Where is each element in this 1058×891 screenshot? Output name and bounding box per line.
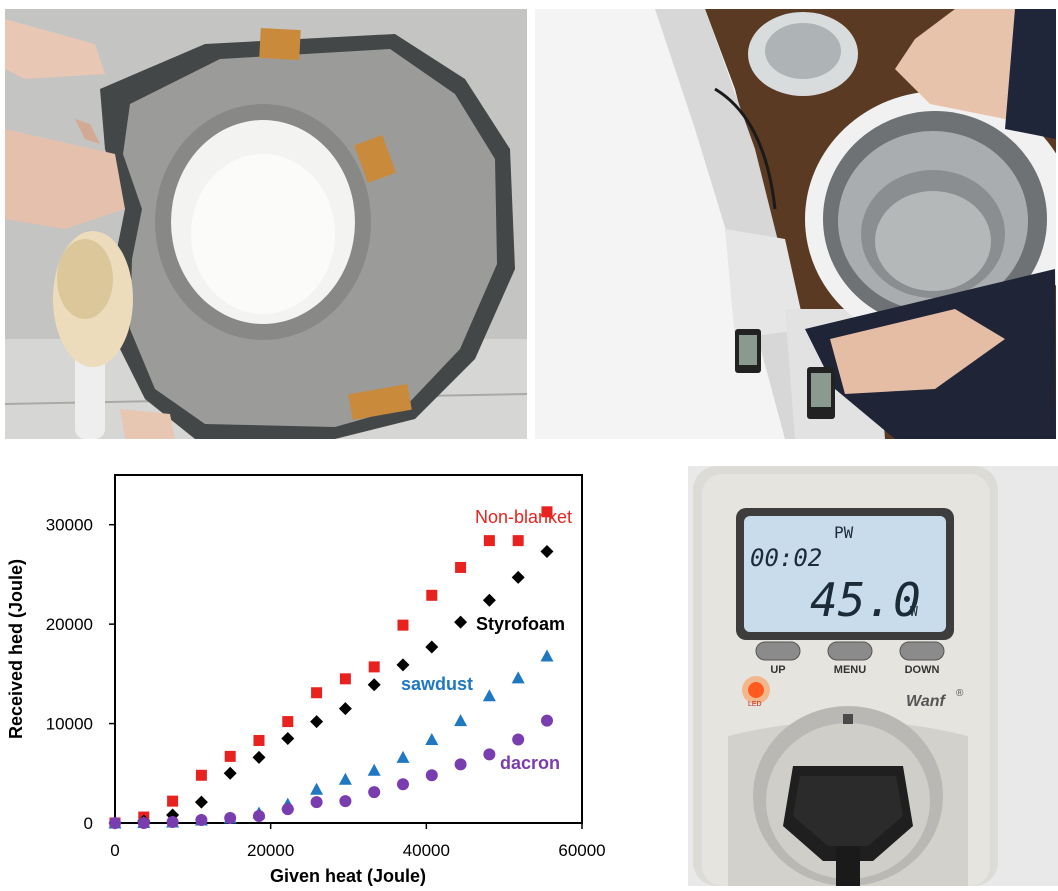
point-non-blanket xyxy=(368,661,380,673)
point-styrofoam xyxy=(194,795,208,809)
point-dacron xyxy=(368,786,381,799)
x-tick-label: 40000 xyxy=(403,841,450,860)
point-dacron xyxy=(454,758,467,771)
styrofoam-box-illustration xyxy=(535,9,1056,439)
y-axis-label: Received hed (Joule) xyxy=(6,559,26,739)
up-button-label: UP xyxy=(770,664,785,676)
point-non-blanket xyxy=(397,619,409,631)
series-label-sawdust: sawdust xyxy=(401,674,473,694)
x-tick-label: 60000 xyxy=(558,841,605,860)
point-styrofoam xyxy=(252,750,266,764)
point-sawdust xyxy=(482,689,496,702)
point-sawdust xyxy=(338,772,352,785)
data-points xyxy=(108,506,554,830)
x-tick-label: 0 xyxy=(110,841,119,860)
point-sawdust xyxy=(454,714,468,727)
lcd-power: 45.0 xyxy=(810,573,921,627)
point-styrofoam xyxy=(310,715,324,729)
point-dacron xyxy=(252,810,265,823)
photo-sawdust-container xyxy=(5,9,527,439)
point-non-blanket xyxy=(455,561,467,573)
point-styrofoam xyxy=(281,731,295,745)
brand-logo: Wanf xyxy=(906,693,946,710)
point-styrofoam xyxy=(482,593,496,607)
point-non-blanket xyxy=(512,535,524,547)
heat-transfer-chart: 0 10000 20000 30000 0 20000 40000 60000 Non-bl… xyxy=(0,462,640,886)
down-button-label: DOWN xyxy=(905,664,940,676)
point-non-blanket xyxy=(282,716,294,728)
photo-styrofoam-box xyxy=(535,9,1056,439)
y-axis-ticks: 0 10000 20000 30000 xyxy=(46,516,115,833)
point-sawdust xyxy=(310,782,324,795)
point-dacron xyxy=(281,803,294,816)
point-dacron xyxy=(195,814,208,827)
point-dacron xyxy=(425,769,438,782)
point-styrofoam xyxy=(338,702,352,716)
point-styrofoam xyxy=(511,570,525,584)
lcd-unit: W xyxy=(910,605,918,620)
point-styrofoam xyxy=(540,545,554,559)
point-sawdust xyxy=(511,671,525,684)
lcd-mode: PW xyxy=(834,523,854,542)
point-non-blanket xyxy=(253,734,265,746)
y-tick-label: 30000 xyxy=(46,516,93,535)
lcd-time: 00:02 xyxy=(750,544,822,572)
point-dacron xyxy=(109,817,121,829)
point-dacron xyxy=(224,812,237,825)
series-label-styrofoam: Styrofoam xyxy=(476,614,565,634)
point-non-blanket xyxy=(541,506,553,518)
menu-button-label: MENU xyxy=(834,664,866,676)
led-label: LED xyxy=(748,701,762,708)
point-dacron xyxy=(137,817,150,829)
plug-cable xyxy=(836,846,860,886)
chart-svg: 0 10000 20000 30000 0 20000 40000 60000 Non-bl… xyxy=(6,474,606,886)
x-tick-label: 20000 xyxy=(247,841,294,860)
point-dacron xyxy=(339,795,352,808)
led-indicator xyxy=(748,682,764,698)
point-non-blanket xyxy=(426,589,438,601)
y-tick-label: 10000 xyxy=(46,715,93,734)
series-label-dacron: dacron xyxy=(500,753,560,773)
point-dacron xyxy=(512,733,525,746)
sawdust-container-illustration xyxy=(5,9,527,439)
point-non-blanket xyxy=(311,687,323,699)
power-meter-illustration: PW 00:02 45.0 W UP MENU DOWN LED Wanf ® xyxy=(688,466,1058,886)
point-non-blanket xyxy=(339,673,351,685)
y-tick-label: 20000 xyxy=(46,615,93,634)
point-styrofoam xyxy=(367,678,381,692)
point-styrofoam xyxy=(223,766,237,780)
plot-area xyxy=(114,474,583,824)
registered-mark: ® xyxy=(956,688,964,699)
photo-power-meter: PW 00:02 45.0 W UP MENU DOWN LED Wanf ® xyxy=(688,466,1058,886)
point-sawdust xyxy=(425,732,439,745)
point-non-blanket xyxy=(483,535,495,547)
down-button[interactable] xyxy=(899,641,945,661)
up-button[interactable] xyxy=(755,641,801,661)
point-sawdust xyxy=(367,763,381,776)
point-sawdust xyxy=(396,750,410,763)
x-axis-label: Given heat (Joule) xyxy=(270,866,426,886)
point-styrofoam xyxy=(454,615,468,629)
point-dacron xyxy=(310,796,323,809)
point-dacron xyxy=(166,816,179,829)
point-non-blanket xyxy=(195,769,207,781)
series-label-non-blanket: Non-blanket xyxy=(475,507,572,527)
x-axis-ticks: 0 20000 40000 60000 xyxy=(110,823,606,860)
menu-button[interactable] xyxy=(827,641,873,661)
lcd-screen xyxy=(744,516,946,632)
point-styrofoam xyxy=(396,658,410,672)
y-tick-label: 0 xyxy=(84,814,93,833)
point-non-blanket xyxy=(167,795,179,807)
point-non-blanket xyxy=(224,750,236,762)
point-dacron xyxy=(396,778,409,791)
point-dacron xyxy=(483,748,496,761)
point-sawdust xyxy=(540,649,554,662)
point-styrofoam xyxy=(425,640,439,654)
point-dacron xyxy=(540,714,553,727)
